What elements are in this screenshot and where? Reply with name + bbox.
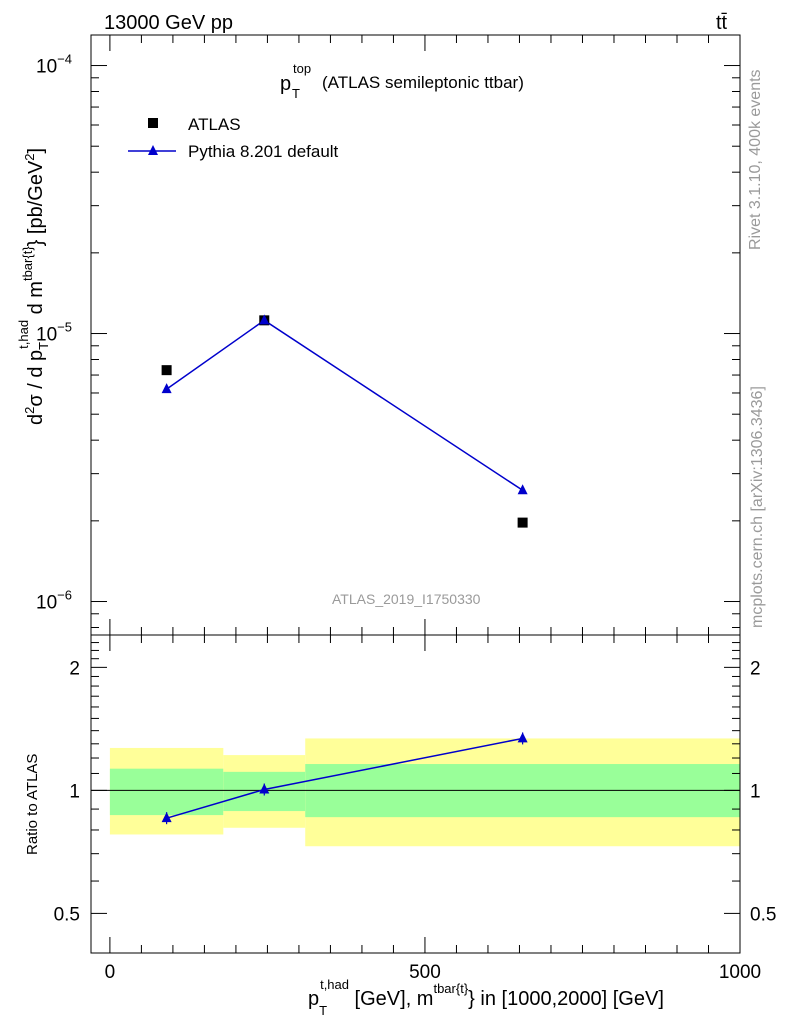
x-tick-label: 500: [409, 962, 441, 983]
process-label: tt̄: [716, 12, 728, 34]
plot-title-sup: top: [293, 61, 311, 76]
x-tick-label: 1000: [719, 962, 761, 983]
ratio-y-tick-label: 2: [750, 658, 761, 679]
ratio-panel: 0.5 0.5 1 1 2 2 0 500 1000 Ratio to ATLAS pTt,ha…: [24, 634, 776, 1018]
x-tick-label: 0: [105, 962, 116, 983]
plot-title-main: p: [280, 73, 291, 95]
mcplots-label: mcplots.cern.ch [arXiv:1306.3436]: [749, 386, 766, 628]
legend-atlas-label: ATLAS: [188, 115, 241, 134]
ratio-y-tick-label: 0.5: [750, 904, 776, 925]
ratio-frame: [90, 634, 741, 954]
ratio-pythia-point: [259, 783, 270, 794]
pythia-point: [161, 383, 172, 394]
pythia-point: [517, 484, 528, 495]
x-axis-label: pTt,had [GeV], mtbar{t}} in [1000,2000] …: [308, 977, 664, 1018]
pythia-line: [166, 319, 524, 491]
legend-pythia-label: Pythia 8.201 default: [188, 142, 339, 161]
main-panel: 10−6 10−5 10−4 p T top (ATLAS semileptonic…: [16, 34, 741, 636]
plot-title: p: [280, 73, 291, 95]
energy-label: 13000 GeV pp: [104, 12, 233, 34]
analysis-id: ATLAS_2019_I1750330: [332, 591, 481, 607]
main-y-tick-label: 10−4: [36, 52, 72, 78]
atlas-point: [161, 365, 172, 376]
pythia-point: [259, 314, 270, 325]
ratio-y-tick-label: 1: [69, 781, 80, 802]
legend-atlas-marker: [148, 118, 158, 128]
legend-pythia-marker: [148, 145, 158, 155]
legend: ATLAS Pythia 8.201 default: [128, 115, 339, 161]
main-y-axis-label: d2σ / d pTt,had d mtbar{t}} [pb/GeV2]: [16, 148, 51, 425]
ratio-band-green: [109, 768, 224, 816]
atlas-point: [517, 517, 528, 528]
main-y-tick-label: 10−6: [36, 588, 72, 614]
rivet-label: Rivet 3.1.10, 400k events: [747, 69, 764, 250]
ratio-y-tick-label: 0.5: [54, 904, 80, 925]
plot-title-rest: (ATLAS semileptonic ttbar): [322, 73, 524, 92]
plot-title-sub: T: [292, 86, 300, 101]
ratio-y-tick-label: 1: [750, 781, 761, 802]
main-y-tick-label: 10−5: [36, 320, 72, 346]
ratio-y-axis-label: Ratio to ATLAS: [24, 754, 41, 855]
ratio-pythia-point: [517, 732, 528, 743]
ratio-pythia-point: [161, 812, 172, 823]
ratio-y-tick-label: 2: [69, 658, 80, 679]
